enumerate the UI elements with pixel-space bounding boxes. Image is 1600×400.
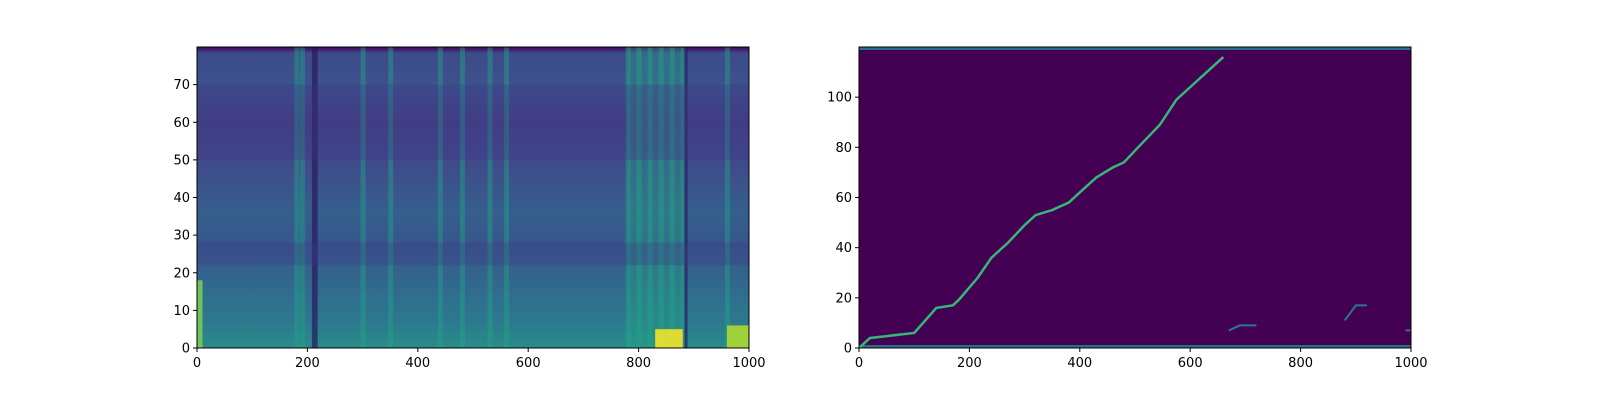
left-x-tick-label: 200 [295,356,320,371]
left-dark-band [197,242,749,266]
left-y-tick-label: 30 [173,229,190,244]
left-y-axis: 0 10 20 30 40 50 60 70 [173,78,197,357]
right-x-tick-label: 400 [1067,356,1092,371]
right-x-axis: 0 200 400 600 800 1000 [855,348,1428,371]
left-heatmap-columns [197,47,749,348]
right-x-tick-label: 0 [855,356,863,371]
left-bright-spot [726,325,749,348]
right-x-tick-label: 1000 [1394,356,1427,371]
right-y-tick-label: 40 [835,241,852,256]
left-bright-column [360,47,366,348]
right-x-tick-label: 800 [1288,356,1313,371]
right-heatmap [859,47,1411,348]
left-y-tick-label: 40 [173,191,190,206]
left-bright-column [724,47,730,348]
alignment-path-line [859,56,1225,348]
left-x-tick-label: 1000 [732,356,765,371]
left-y-tick-label: 60 [173,116,190,131]
left-bright-column [680,47,686,348]
right-y-tick-label: 20 [835,291,852,306]
right-heatmap-bright-rows [859,47,1411,348]
left-dark-column [311,47,315,348]
alignment-side-path [1228,324,1257,332]
right-y-tick-label: 100 [827,91,852,106]
left-bright-column [669,47,675,348]
right-y-axis: 0 20 40 60 80 100 [827,91,859,357]
left-x-tick-label: 800 [626,356,651,371]
left-bright-band [627,47,683,348]
left-heatmap-base [197,47,749,348]
left-heatmap-bright-spots [197,280,749,348]
left-bright-column [625,47,631,348]
left-bright-column [388,47,394,348]
left-heatmap [197,47,749,348]
left-y-tick-label: 0 [182,342,190,357]
left-bright-column [647,47,653,348]
right-bright-row [859,345,1411,348]
left-y-tick-label: 70 [173,78,190,93]
left-y-tick-label: 10 [173,304,190,319]
left-dark-column [314,47,318,348]
left-bright-spot [197,280,203,348]
right-y-tick-label: 60 [835,191,852,206]
left-bright-column [504,47,510,348]
left-x-tick-label: 600 [516,356,541,371]
left-x-tick-label: 0 [193,356,201,371]
left-bright-column [487,47,493,348]
left-dark-column [684,47,688,348]
left-y-tick-label: 20 [173,266,190,281]
left-bright-column [636,47,642,348]
left-bright-column [294,47,300,348]
right-x-tick-label: 600 [1178,356,1203,371]
left-dark-band [197,84,749,160]
left-y-tick-label: 50 [173,153,190,168]
alignment-side-path [1343,304,1367,321]
left-bright-column [658,47,664,348]
right-x-tick-label: 200 [957,356,982,371]
right-y-tick-label: 80 [835,141,852,156]
right-y-tick-label: 0 [844,342,852,357]
left-x-tick-label: 400 [405,356,430,371]
left-bright-column [299,47,305,348]
right-bright-row [859,47,1411,50]
right-heatmap-alignment-path [859,56,1411,348]
right-heatmap-base [859,47,1411,348]
left-x-axis: 0 200 400 600 800 1000 [193,348,766,371]
left-bright-column [437,47,443,348]
left-bright-spot [655,329,683,348]
left-bright-column [459,47,465,348]
